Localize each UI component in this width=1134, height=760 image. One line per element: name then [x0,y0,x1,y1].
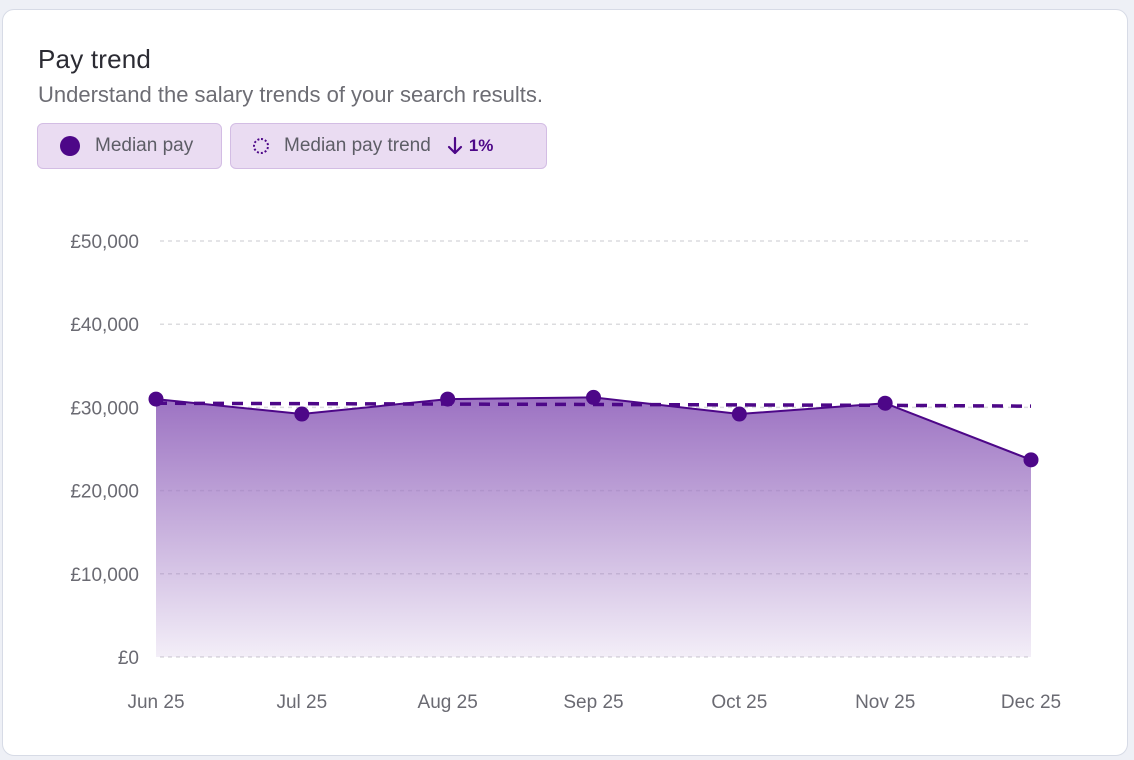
x-tick-label: Oct 25 [711,692,767,713]
median-pay-point [586,389,601,405]
y-tick-label: £0 [118,648,139,669]
trend-change-value: 1% [468,136,494,155]
x-tick-label: Jun 25 [127,692,184,713]
median-pay-point [294,406,310,422]
legend-median-pay-label: Median pay [95,135,194,156]
median-pay-area [156,397,1031,657]
y-tick-label: £30,000 [70,398,139,419]
legend-median-pay-trend-toggle[interactable]: Median pay trend 1% [230,123,547,169]
median-pay-point [1023,452,1039,468]
y-tick-label: £40,000 [70,315,139,336]
x-tick-label: Sep 25 [563,692,623,713]
x-tick-label: Aug 25 [418,692,478,713]
y-tick-label: £10,000 [70,565,139,586]
card-title: Pay trend [38,44,152,74]
x-tick-label: Jul 25 [276,692,327,713]
median-pay-point [148,391,164,407]
median-pay-point [440,391,456,407]
legend-median-pay-toggle[interactable]: Median pay [37,123,222,169]
x-tick-label: Nov 25 [855,692,915,713]
median-pay-point [877,395,893,411]
card-subtitle: Understand the salary trends of your sea… [38,82,544,107]
median-pay-dot-icon [60,136,80,156]
arrow-down-icon [447,136,463,156]
trend-dashed-circle-icon [253,138,269,154]
x-tick-label: Dec 25 [1001,692,1061,713]
y-tick-label: £50,000 [70,232,139,253]
y-tick-label: £20,000 [70,482,139,503]
legend-trend-label: Median pay trend [284,135,431,156]
median-pay-point [731,406,747,422]
